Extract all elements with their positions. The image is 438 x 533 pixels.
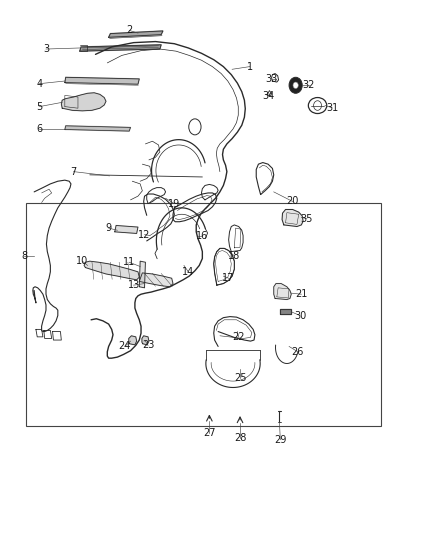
Polygon shape xyxy=(65,77,139,84)
Polygon shape xyxy=(109,31,163,37)
Text: 18: 18 xyxy=(228,251,240,261)
Polygon shape xyxy=(65,126,131,131)
Text: 29: 29 xyxy=(274,435,286,445)
Polygon shape xyxy=(274,284,291,300)
Text: 16: 16 xyxy=(196,231,208,240)
Text: 17: 17 xyxy=(223,273,235,283)
Text: 20: 20 xyxy=(286,197,299,206)
Text: 23: 23 xyxy=(142,341,154,350)
Text: 21: 21 xyxy=(295,289,307,299)
Text: 5: 5 xyxy=(36,102,42,111)
Text: 7: 7 xyxy=(71,167,77,176)
Polygon shape xyxy=(80,45,161,51)
Polygon shape xyxy=(61,93,106,111)
Polygon shape xyxy=(280,309,291,314)
Circle shape xyxy=(289,77,302,93)
Text: 3: 3 xyxy=(43,44,49,54)
Text: 25: 25 xyxy=(234,374,246,383)
Text: 14: 14 xyxy=(182,267,194,277)
Text: 32: 32 xyxy=(303,80,315,90)
Text: 10: 10 xyxy=(76,256,88,266)
Polygon shape xyxy=(115,225,138,233)
Text: 9: 9 xyxy=(106,223,112,233)
Text: 13: 13 xyxy=(127,280,140,290)
Bar xyxy=(26,203,381,426)
Text: 24: 24 xyxy=(119,342,131,351)
Polygon shape xyxy=(282,209,303,227)
Text: 34: 34 xyxy=(262,91,274,101)
Polygon shape xyxy=(139,273,173,287)
Text: 12: 12 xyxy=(138,230,151,239)
Text: 35: 35 xyxy=(300,214,313,223)
Text: 19: 19 xyxy=(168,199,180,208)
Polygon shape xyxy=(142,336,149,345)
Text: 6: 6 xyxy=(36,124,42,134)
Text: 26: 26 xyxy=(292,347,304,357)
Polygon shape xyxy=(139,261,145,288)
Text: 31: 31 xyxy=(326,103,338,112)
Circle shape xyxy=(293,82,298,88)
Text: 28: 28 xyxy=(234,433,246,443)
Text: 4: 4 xyxy=(36,79,42,88)
Text: 33: 33 xyxy=(265,74,278,84)
Text: 8: 8 xyxy=(21,251,27,261)
Text: 27: 27 xyxy=(203,428,215,438)
Text: 1: 1 xyxy=(247,62,253,71)
Polygon shape xyxy=(84,261,139,280)
Polygon shape xyxy=(129,336,137,345)
Text: 22: 22 xyxy=(233,332,245,342)
Text: 30: 30 xyxy=(294,311,306,320)
Text: 11: 11 xyxy=(123,257,135,267)
Text: 2: 2 xyxy=(126,26,132,35)
